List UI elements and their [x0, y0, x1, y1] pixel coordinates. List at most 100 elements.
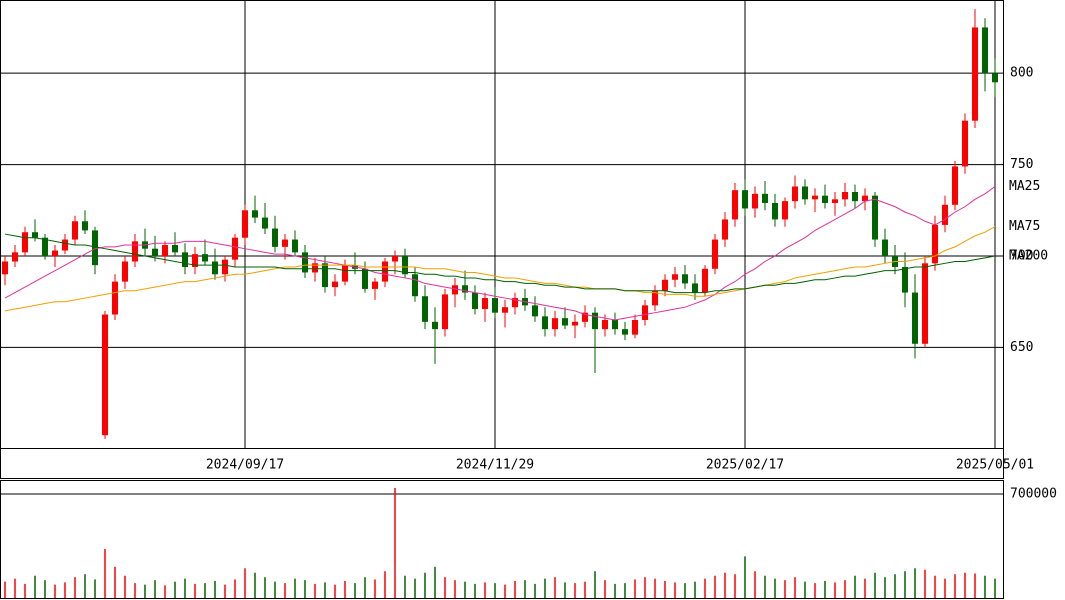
- candle-body: [692, 283, 698, 293]
- y-tick-label: 700: [1010, 249, 1033, 264]
- x-tick-label: 2025/02/17: [706, 458, 784, 473]
- candle-body: [982, 27, 988, 74]
- candle-body: [742, 190, 748, 209]
- candle-body: [822, 195, 828, 203]
- candle-body: [932, 224, 938, 264]
- candle-body: [942, 204, 948, 225]
- plot: [2, 9, 998, 598]
- candle-body: [202, 254, 208, 262]
- candle-body: [492, 298, 498, 313]
- candle-body: [762, 193, 768, 203]
- candle-body: [852, 192, 858, 202]
- candle-body: [922, 263, 928, 344]
- price-panel: [0, 0, 1004, 449]
- candle-body: [242, 210, 248, 238]
- candle-body: [472, 292, 478, 310]
- candle-body: [12, 252, 18, 262]
- candle-body: [232, 237, 238, 260]
- candle-body: [702, 268, 708, 293]
- candle-body: [252, 210, 258, 218]
- candle-body: [752, 193, 758, 209]
- candle-body: [832, 199, 838, 203]
- candle-body: [342, 265, 348, 282]
- candle-body: [652, 290, 658, 306]
- candle-body: [682, 274, 688, 284]
- candle-body: [212, 261, 218, 275]
- candle-body: [382, 261, 388, 282]
- y-tick-label: 650: [1010, 340, 1033, 355]
- candle-body: [102, 314, 108, 436]
- candle-body: [812, 195, 818, 200]
- candle-body: [962, 120, 968, 167]
- candle-body: [862, 195, 868, 202]
- moving-average: [4, 226, 996, 312]
- grid: [0, 0, 1003, 495]
- y-tick-label: 700000: [1010, 486, 1057, 501]
- legend-label: MA75: [1009, 219, 1040, 234]
- candle-body: [372, 281, 378, 289]
- candle-body: [112, 281, 118, 315]
- candle-body: [262, 217, 268, 229]
- candle-body: [222, 259, 228, 275]
- candle-body: [272, 228, 278, 247]
- candle-body: [412, 274, 418, 297]
- y-tick-label: 750: [1010, 157, 1033, 172]
- candle-body: [782, 201, 788, 220]
- y-tick-label: 800: [1010, 66, 1033, 81]
- candle-body: [92, 230, 98, 266]
- moving-average: [4, 186, 996, 321]
- candle-body: [542, 316, 548, 330]
- candle-body: [432, 321, 438, 330]
- candle-body: [572, 321, 578, 326]
- candle-body: [82, 221, 88, 231]
- candle-body: [712, 239, 718, 269]
- moving-average: [4, 233, 996, 294]
- candle-body: [482, 298, 488, 310]
- candle-body: [602, 320, 608, 330]
- candle-body: [552, 318, 558, 330]
- candle-body: [362, 268, 368, 289]
- candle-body: [592, 312, 598, 330]
- candle-body: [632, 320, 638, 335]
- candle-body: [2, 261, 8, 275]
- candle-body: [62, 239, 68, 251]
- candle-body: [32, 232, 38, 238]
- candle-body: [152, 248, 158, 256]
- candle-body: [512, 298, 518, 308]
- candle-body: [772, 202, 778, 220]
- candle-body: [162, 245, 168, 256]
- candle-body: [642, 305, 648, 320]
- candle-body: [402, 256, 408, 275]
- candle-body: [872, 195, 878, 240]
- candle-body: [22, 232, 28, 253]
- candle-body: [952, 166, 958, 205]
- x-tick-label: 2025/05/01: [956, 458, 1034, 473]
- candle-body: [302, 252, 308, 273]
- candle-body: [992, 73, 998, 83]
- candle-body: [842, 192, 848, 200]
- candle-body: [312, 263, 318, 273]
- candle-body: [612, 320, 618, 330]
- date-strip: [0, 448, 1004, 479]
- candle-body: [172, 245, 178, 253]
- candle-body: [72, 221, 78, 240]
- candle-body: [122, 261, 128, 282]
- x-tick-label: 2024/09/17: [206, 458, 284, 473]
- candle-body: [792, 186, 798, 202]
- candle-body: [532, 305, 538, 317]
- candle-body: [192, 254, 198, 267]
- candle-body: [462, 285, 468, 293]
- candle-body: [912, 292, 918, 344]
- legend-label: MA25: [1009, 179, 1040, 194]
- candle-body: [672, 274, 678, 280]
- legend-label: MA200: [1009, 249, 1048, 264]
- candle-body: [332, 281, 338, 288]
- candle-body: [452, 285, 458, 295]
- candle-body: [422, 296, 428, 322]
- volume-panel: [0, 480, 1004, 599]
- candle-body: [662, 279, 668, 291]
- candle-body: [282, 239, 288, 247]
- candle-body: [722, 219, 728, 240]
- candle-body: [802, 186, 808, 200]
